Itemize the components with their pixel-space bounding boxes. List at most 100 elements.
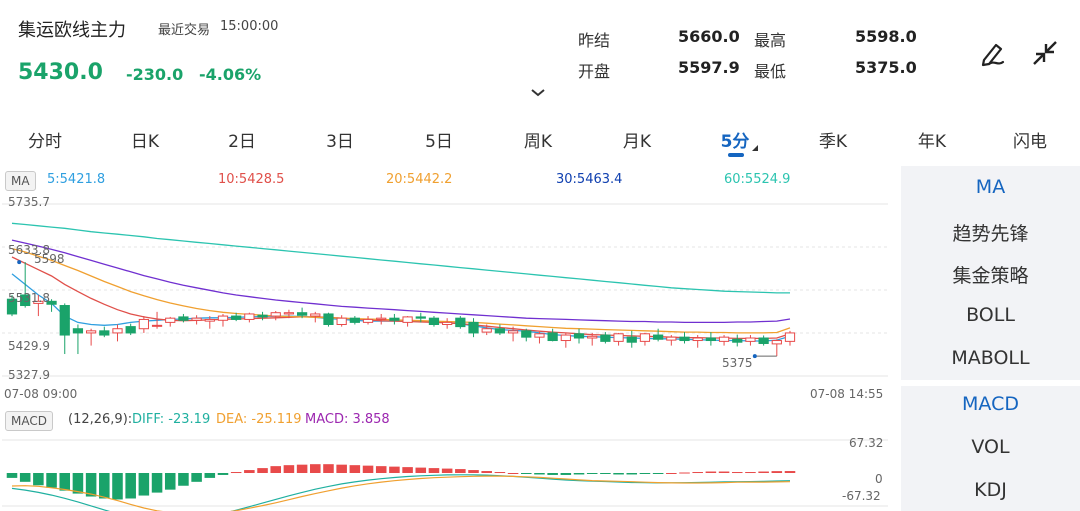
tab-flash[interactable]: 闪电 bbox=[1013, 132, 1047, 152]
candle bbox=[481, 324, 492, 336]
tab-month-k[interactable]: 月K bbox=[622, 132, 652, 152]
candle-body bbox=[362, 318, 374, 323]
candle bbox=[705, 332, 716, 346]
tab-5-min[interactable]: 5分 bbox=[720, 132, 750, 152]
candle-body bbox=[758, 337, 769, 344]
macd-axis-top: 67.32 bbox=[849, 436, 884, 450]
candle bbox=[428, 316, 440, 327]
candle-body bbox=[692, 337, 703, 342]
candle bbox=[125, 323, 136, 336]
indicator-kdj[interactable]: KDJ bbox=[974, 479, 1007, 501]
macd-bar bbox=[6, 473, 18, 478]
macd-macd-value: MACD: 3.858 bbox=[305, 412, 390, 427]
candle-body bbox=[46, 300, 57, 305]
indicator-trend-pioneer[interactable]: 趋势先锋 bbox=[952, 223, 1029, 245]
macd-chart[interactable] bbox=[0, 432, 900, 511]
candle-body bbox=[231, 315, 242, 320]
candle bbox=[507, 326, 519, 342]
macd-bar bbox=[362, 465, 374, 473]
candle bbox=[389, 313, 400, 325]
candle-body bbox=[507, 330, 519, 334]
candle bbox=[46, 299, 57, 312]
tab-day-k[interactable]: 日K bbox=[130, 132, 160, 152]
candlestick-chart[interactable] bbox=[0, 190, 900, 400]
candle bbox=[692, 335, 703, 348]
candle bbox=[745, 335, 756, 346]
candle-body bbox=[534, 333, 545, 338]
candle bbox=[573, 328, 585, 344]
tab-season-k[interactable]: 季K bbox=[818, 132, 848, 152]
ma-indicator-tag[interactable]: MA bbox=[5, 171, 36, 191]
indicator-ma[interactable]: MA bbox=[975, 176, 1006, 198]
pen-draw-icon[interactable] bbox=[976, 36, 1010, 70]
candle-body bbox=[310, 313, 321, 317]
candle bbox=[771, 339, 782, 357]
candle bbox=[521, 328, 532, 342]
high-price-marker: 5598 bbox=[34, 252, 65, 266]
candle bbox=[191, 315, 202, 325]
macd-bar bbox=[507, 473, 519, 474]
macd-bar bbox=[283, 465, 295, 473]
candle-body bbox=[468, 321, 479, 334]
macd-bar bbox=[441, 468, 453, 473]
chevron-down-icon[interactable] bbox=[528, 86, 548, 100]
indicator-boll[interactable]: BOLL bbox=[966, 304, 1015, 326]
tab-week-k[interactable]: 周K bbox=[523, 132, 553, 152]
candle bbox=[376, 313, 387, 325]
macd-bar bbox=[547, 473, 558, 475]
candle-body bbox=[771, 340, 782, 345]
candle-body bbox=[336, 317, 347, 326]
macd-bar bbox=[125, 473, 136, 499]
candle bbox=[784, 330, 796, 346]
macd-axis-bottom: -67.32 bbox=[842, 489, 881, 503]
collapse-arrows-icon[interactable] bbox=[1028, 36, 1062, 70]
macd-bar bbox=[85, 473, 97, 497]
low-value: 5375.0 bbox=[855, 58, 917, 77]
candle bbox=[718, 335, 730, 346]
candle bbox=[72, 324, 84, 355]
tab-3-day[interactable]: 3日 bbox=[326, 132, 354, 152]
tab-dropdown-caret-icon[interactable] bbox=[752, 145, 758, 151]
macd-diff-value: DIFF: -23.19 bbox=[132, 412, 211, 427]
ma-line-ma30 bbox=[11, 239, 791, 324]
candle-body bbox=[376, 317, 387, 320]
macd-bar bbox=[573, 473, 585, 475]
candle-body bbox=[402, 316, 413, 323]
candle-body bbox=[415, 316, 426, 319]
low-price-marker: 5375 bbox=[722, 356, 753, 370]
candle-body bbox=[204, 318, 215, 322]
macd-bar bbox=[481, 471, 492, 473]
candle-body bbox=[587, 335, 598, 339]
candle-body bbox=[666, 336, 677, 341]
tab-fenshi[interactable]: 分时 bbox=[28, 132, 62, 152]
candle-body bbox=[494, 328, 506, 334]
macd-indicator-tag[interactable]: MACD bbox=[5, 411, 53, 431]
price-axis-label-3: 5531.8 bbox=[8, 291, 50, 305]
candle bbox=[86, 328, 97, 346]
tab-2-day[interactable]: 2日 bbox=[228, 132, 256, 152]
candle-body bbox=[573, 333, 585, 339]
macd-bar bbox=[389, 466, 400, 473]
tab-5-day[interactable]: 5日 bbox=[425, 132, 453, 152]
candle bbox=[639, 332, 651, 346]
indicator-maboll[interactable]: MABOLL bbox=[951, 347, 1030, 369]
candle-body bbox=[244, 313, 255, 320]
indicator-macd[interactable]: MACD bbox=[962, 393, 1019, 415]
candle bbox=[494, 324, 506, 336]
candle bbox=[587, 332, 598, 346]
macd-bar bbox=[758, 471, 769, 473]
candle-body bbox=[257, 314, 268, 318]
prev-settle-value: 5660.0 bbox=[678, 27, 740, 46]
candle bbox=[178, 313, 189, 323]
indicator-gold-strategy[interactable]: 集金策略 bbox=[952, 265, 1029, 287]
candle bbox=[560, 332, 571, 348]
candle bbox=[679, 332, 690, 344]
active-tab-indicator bbox=[728, 153, 744, 157]
tab-year-k[interactable]: 年K bbox=[917, 132, 947, 152]
indicator-vol[interactable]: VOL bbox=[971, 436, 1010, 458]
macd-bar bbox=[217, 473, 229, 475]
macd-bar bbox=[72, 473, 84, 494]
ma20-value: 20:5442.2 bbox=[386, 172, 453, 187]
candle bbox=[257, 311, 268, 321]
macd-bar bbox=[230, 472, 242, 474]
